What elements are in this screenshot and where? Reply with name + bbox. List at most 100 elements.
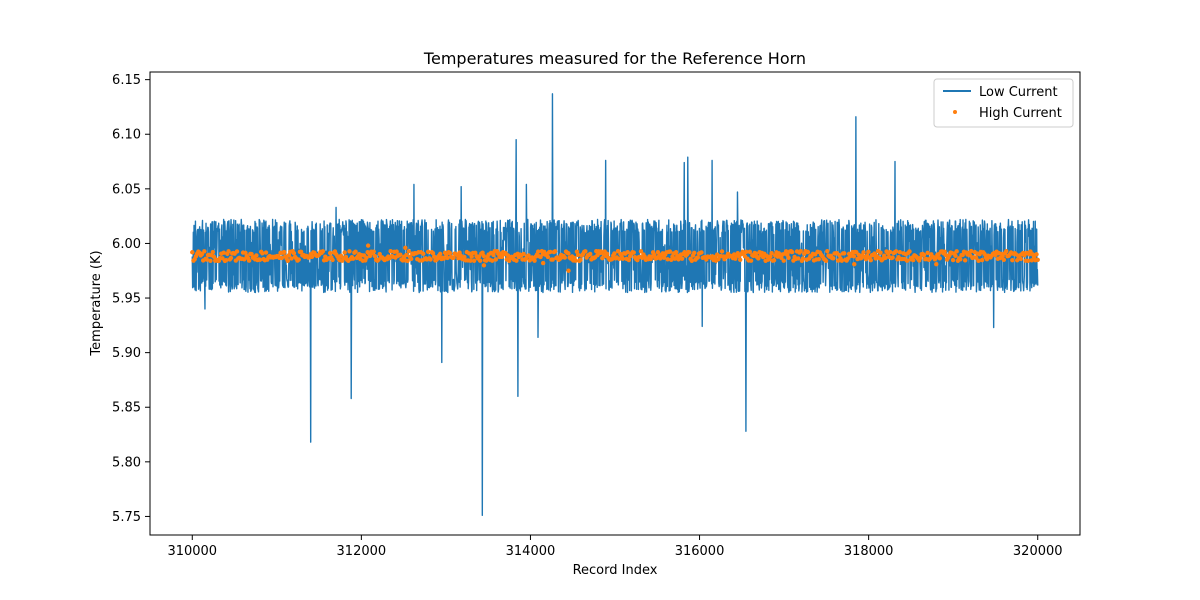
high-current-point <box>347 249 352 254</box>
high-current-point <box>953 253 958 259</box>
high-current-point <box>976 258 981 263</box>
high-current-point <box>982 251 987 257</box>
high-current-point <box>760 254 766 260</box>
high-current-point <box>566 268 571 273</box>
high-current-point <box>583 249 588 254</box>
high-current-point <box>921 252 927 258</box>
high-current-point <box>1029 258 1034 263</box>
high-current-point <box>878 250 883 255</box>
series-high-current-points <box>190 243 1040 273</box>
high-current-point <box>950 257 956 263</box>
high-current-point <box>254 253 259 258</box>
x-tick-label: 312000 <box>337 544 387 559</box>
high-current-point <box>1001 257 1007 263</box>
plot-frame <box>149 71 1081 536</box>
high-current-point <box>904 258 910 263</box>
high-current-point <box>837 252 842 258</box>
high-current-point <box>747 249 753 254</box>
x-tick-label: 314000 <box>506 544 556 559</box>
high-current-point <box>1000 253 1005 259</box>
high-current-point <box>491 252 496 258</box>
high-current-point <box>469 254 474 259</box>
high-current-point <box>289 256 294 261</box>
high-current-point <box>545 254 551 260</box>
high-current-point <box>748 258 754 263</box>
x-axis: 310000 312000 314000 316000 318000 320000 <box>167 535 1063 559</box>
high-current-point <box>984 257 990 262</box>
high-current-point <box>353 249 358 254</box>
high-current-point <box>687 250 692 255</box>
plot-area <box>149 71 1081 536</box>
high-current-point <box>578 257 583 262</box>
high-current-point <box>394 249 399 254</box>
high-current-point <box>856 252 861 258</box>
high-current-point <box>226 249 231 254</box>
high-current-point <box>447 250 453 256</box>
high-current-point <box>918 255 923 261</box>
x-tick-label: 316000 <box>675 544 725 559</box>
high-current-point <box>658 256 663 261</box>
series-low-current-line <box>191 93 1039 517</box>
high-current-point <box>825 249 830 254</box>
x-tick-label: 310000 <box>167 544 217 559</box>
high-current-point <box>398 252 403 257</box>
high-current-point <box>377 251 382 257</box>
high-current-point <box>1035 257 1040 262</box>
high-current-point <box>228 255 234 261</box>
high-current-point <box>783 249 789 254</box>
high-current-point <box>309 254 315 260</box>
high-current-point <box>490 258 495 263</box>
high-current-point <box>851 254 857 259</box>
legend: Low Current High Current <box>933 78 1074 128</box>
y-tick-label: 5.90 <box>112 346 141 361</box>
y-tick-label: 6.10 <box>112 128 141 143</box>
high-current-point <box>371 249 376 254</box>
high-current-point <box>910 257 916 263</box>
high-current-point <box>897 250 903 255</box>
high-current-point <box>655 250 661 255</box>
high-current-point <box>404 252 409 258</box>
high-current-point <box>789 249 795 255</box>
high-current-point <box>954 249 959 254</box>
high-current-point <box>430 250 436 256</box>
high-current-point <box>625 249 630 255</box>
high-current-point <box>665 257 670 262</box>
high-current-point <box>866 249 871 254</box>
high-current-point <box>406 249 411 254</box>
high-current-point <box>973 255 979 260</box>
high-current-point <box>566 251 571 256</box>
high-current-point <box>320 249 326 254</box>
high-current-point <box>388 249 393 254</box>
high-current-point <box>285 258 291 264</box>
high-current-point <box>719 249 725 254</box>
high-current-point <box>403 245 408 251</box>
high-current-point <box>979 257 985 263</box>
high-current-point <box>521 251 526 257</box>
high-current-point <box>428 257 433 262</box>
high-current-point <box>526 253 531 258</box>
high-current-point <box>699 250 704 255</box>
high-current-point <box>330 257 335 263</box>
y-tick-label: 6.00 <box>112 237 141 252</box>
high-current-point <box>863 257 869 262</box>
high-current-point <box>631 250 636 255</box>
high-current-point <box>451 255 456 260</box>
high-current-point <box>462 254 467 260</box>
high-current-point <box>483 258 489 263</box>
high-current-point <box>781 258 786 263</box>
y-tick-label: 5.95 <box>112 292 141 307</box>
high-current-point <box>798 248 803 254</box>
high-current-point <box>925 250 930 256</box>
high-current-point <box>257 257 263 262</box>
high-current-point <box>342 250 347 255</box>
high-current-point <box>969 248 974 254</box>
series-layer <box>190 93 1040 517</box>
high-current-point <box>831 256 836 261</box>
high-current-point <box>612 251 617 256</box>
high-current-point <box>421 251 426 257</box>
high-current-point <box>208 258 213 263</box>
high-current-point <box>481 263 487 268</box>
high-current-point <box>202 249 207 254</box>
high-current-point <box>467 251 472 256</box>
high-current-point <box>481 253 486 259</box>
